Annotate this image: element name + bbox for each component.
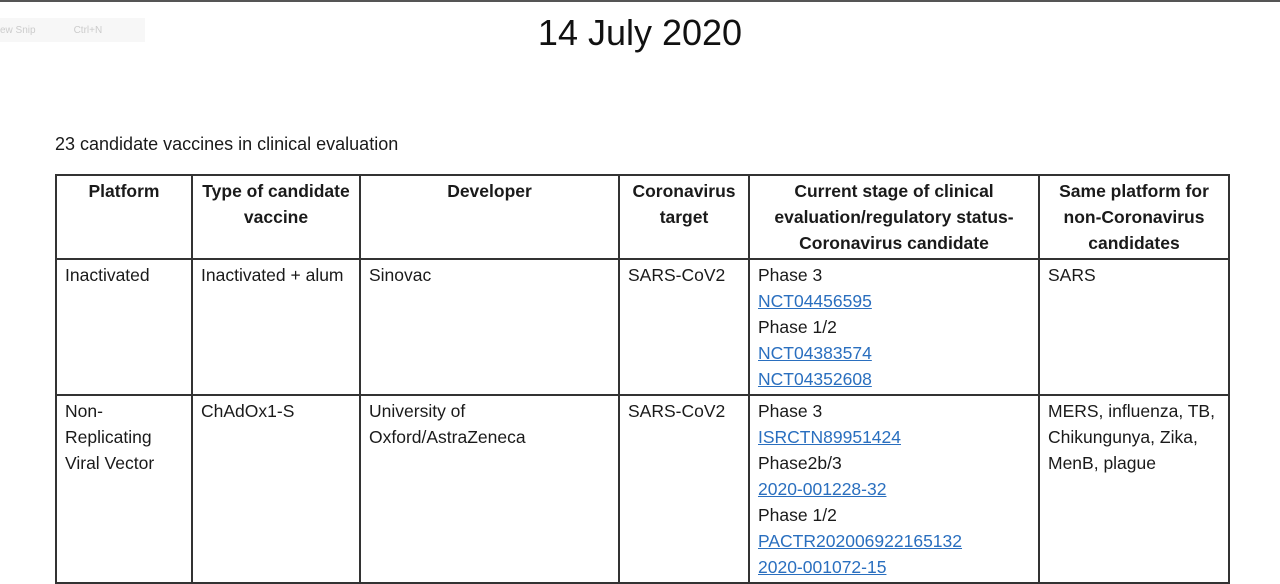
phase-label: Phase 3: [758, 401, 823, 421]
trial-registry-link[interactable]: NCT04352608: [758, 369, 872, 389]
header-platform: Platform: [55, 174, 193, 260]
cell-developer: University of Oxford/AstraZeneca: [359, 394, 620, 584]
trial-registry-link[interactable]: 2020-001228-32: [758, 479, 887, 499]
snip-menu-item[interactable]: ew Snip Ctrl+N: [0, 18, 145, 42]
cell-stage: Phase 3 NCT04456595 Phase 1/2 NCT04383574 NC…: [748, 258, 1040, 396]
document-date: 14 July 2020: [537, 12, 743, 53]
cell-type: ChAdOx1-S: [191, 394, 361, 584]
header-same-platform: Same platform for non-Coronavirus candid…: [1038, 174, 1230, 260]
phase-label: Phase 3: [758, 265, 823, 285]
table-caption: 23 candidate vaccines in clinical evalua…: [55, 134, 399, 154]
trial-registry-link[interactable]: PACTR202006922165132: [758, 531, 963, 551]
cell-platform: Inactivated: [55, 258, 193, 396]
cell-target: SARS-CoV2: [618, 258, 750, 396]
cell-type: Inactivated + alum: [191, 258, 361, 396]
header-stage: Current stage of clinical evaluation/reg…: [748, 174, 1040, 260]
vaccine-table: Platform Type of candidate vaccine Devel…: [55, 174, 1230, 584]
cell-same-platform: SARS: [1038, 258, 1230, 396]
snip-label: ew Snip: [0, 24, 36, 36]
cell-same-platform: MERS, influenza, TB, Chikungunya, Zika, …: [1038, 394, 1230, 584]
table-row: Non-Replicating Viral Vector ChAdOx1-S Uni…: [55, 394, 1230, 584]
header-type: Type of candidate vaccine: [191, 174, 361, 260]
trial-registry-link[interactable]: NCT04383574: [758, 343, 872, 363]
header-developer: Developer: [359, 174, 620, 260]
cell-platform: Non-Replicating Viral Vector: [55, 394, 193, 584]
trial-registry-link[interactable]: ISRCTN89951424: [758, 427, 901, 447]
snip-shortcut: Ctrl+N: [73, 24, 103, 36]
window-top-border: [0, 0, 1280, 2]
phase-label: Phase 1/2: [758, 317, 837, 337]
table-row: Inactivated Inactivated + alum Sinovac SARS…: [55, 258, 1230, 396]
header-target: Coronavirus target: [618, 174, 750, 260]
trial-registry-link[interactable]: NCT04456595: [758, 291, 872, 311]
phase-label: Phase 1/2: [758, 505, 837, 525]
cell-developer: Sinovac: [359, 258, 620, 396]
trial-registry-link[interactable]: 2020-001072-15: [758, 557, 887, 577]
cell-target: SARS-CoV2: [618, 394, 750, 584]
cell-stage: Phase 3 ISRCTN89951424 Phase2b/3 2020-00122…: [748, 394, 1040, 584]
phase-label: Phase2b/3: [758, 453, 842, 473]
table-header-row: Platform Type of candidate vaccine Devel…: [55, 174, 1230, 260]
